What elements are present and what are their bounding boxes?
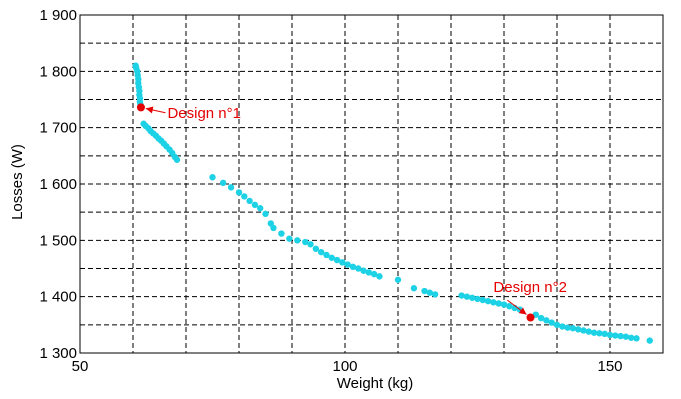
data-point xyxy=(506,303,513,310)
annotation-label: Design n°2 xyxy=(493,279,567,296)
data-point xyxy=(596,330,603,337)
data-point xyxy=(548,319,555,326)
y-tick-label: 1 800 xyxy=(39,63,77,80)
data-point xyxy=(426,289,433,296)
data-point xyxy=(622,333,630,340)
y-axis-label: Losses (W) xyxy=(9,144,26,220)
y-tick-label: 1 900 xyxy=(39,7,77,24)
data-point xyxy=(227,184,235,191)
data-point xyxy=(474,295,481,303)
y-tick-label: 1 300 xyxy=(39,345,77,362)
data-point xyxy=(312,245,320,252)
y-tick-label: 1 700 xyxy=(39,120,77,137)
data-point xyxy=(585,328,592,335)
y-tick-label: 1 600 xyxy=(39,176,77,193)
data-point xyxy=(294,237,301,244)
data-point xyxy=(431,291,439,298)
data-point xyxy=(246,197,253,205)
data-point xyxy=(257,205,264,212)
data-point xyxy=(646,337,653,344)
y-tick-label: 1 400 xyxy=(39,289,77,306)
data-point xyxy=(302,238,309,246)
data-point xyxy=(463,293,471,300)
data-point xyxy=(360,267,367,274)
x-tick-label: 150 xyxy=(597,358,622,375)
x-tick-label: 50 xyxy=(72,358,89,375)
plot-frame xyxy=(79,14,664,354)
data-point xyxy=(564,324,571,331)
data-point xyxy=(323,251,330,259)
data-point xyxy=(317,248,325,256)
data-point xyxy=(376,273,383,280)
data-point xyxy=(559,323,566,330)
annotation-arrowhead xyxy=(145,106,154,114)
y-tick-label: 1 500 xyxy=(39,232,77,249)
data-point xyxy=(173,156,181,163)
data-point xyxy=(355,265,362,272)
data-point xyxy=(617,332,624,340)
data-point xyxy=(633,335,640,342)
data-point xyxy=(575,326,582,333)
annotation-arrowhead xyxy=(518,307,527,315)
x-axis-label: Weight (kg) xyxy=(337,375,413,392)
tick-layer: 50 100 150 1 300 1 400 1 500 1 600 1 700 1 800 1 … xyxy=(39,7,622,375)
x-tick-label: 100 xyxy=(332,358,357,375)
grid-layer xyxy=(80,15,663,353)
data-point xyxy=(394,276,402,283)
data-point xyxy=(479,296,486,304)
data-point xyxy=(307,241,314,248)
data-point xyxy=(333,256,341,264)
data-point xyxy=(286,235,293,242)
data-point xyxy=(339,259,346,266)
data-point xyxy=(209,174,216,181)
data-point xyxy=(219,179,227,187)
data-point xyxy=(278,230,285,237)
data-point xyxy=(543,317,550,324)
data-point xyxy=(469,294,476,301)
data-point xyxy=(612,332,619,339)
data-point xyxy=(235,189,243,196)
data-point xyxy=(484,297,492,305)
data-point xyxy=(601,330,608,338)
data-point xyxy=(262,210,269,218)
data-point xyxy=(590,329,598,336)
annotation-layer: Design n°1 Design n°2 xyxy=(136,103,567,322)
data-point xyxy=(628,334,635,341)
data-point xyxy=(270,224,277,232)
data-point xyxy=(553,321,561,329)
highlight-point xyxy=(526,313,535,322)
highlight-point xyxy=(136,103,145,112)
data-point xyxy=(606,331,614,339)
data-point xyxy=(495,300,502,307)
data-point xyxy=(458,292,465,299)
data-point xyxy=(344,261,351,268)
data-point xyxy=(370,270,378,278)
data-point xyxy=(410,285,418,292)
data-point xyxy=(580,327,587,334)
data-point xyxy=(241,193,248,200)
data-point xyxy=(328,254,335,261)
data-point xyxy=(365,269,373,276)
annotation-label: Design n°1 xyxy=(167,105,241,122)
data-point xyxy=(421,287,428,295)
data-point xyxy=(349,263,357,271)
data-point xyxy=(490,299,497,306)
data-point xyxy=(537,314,545,322)
data-point xyxy=(500,301,508,308)
data-point xyxy=(569,325,577,332)
data-point xyxy=(251,201,259,209)
